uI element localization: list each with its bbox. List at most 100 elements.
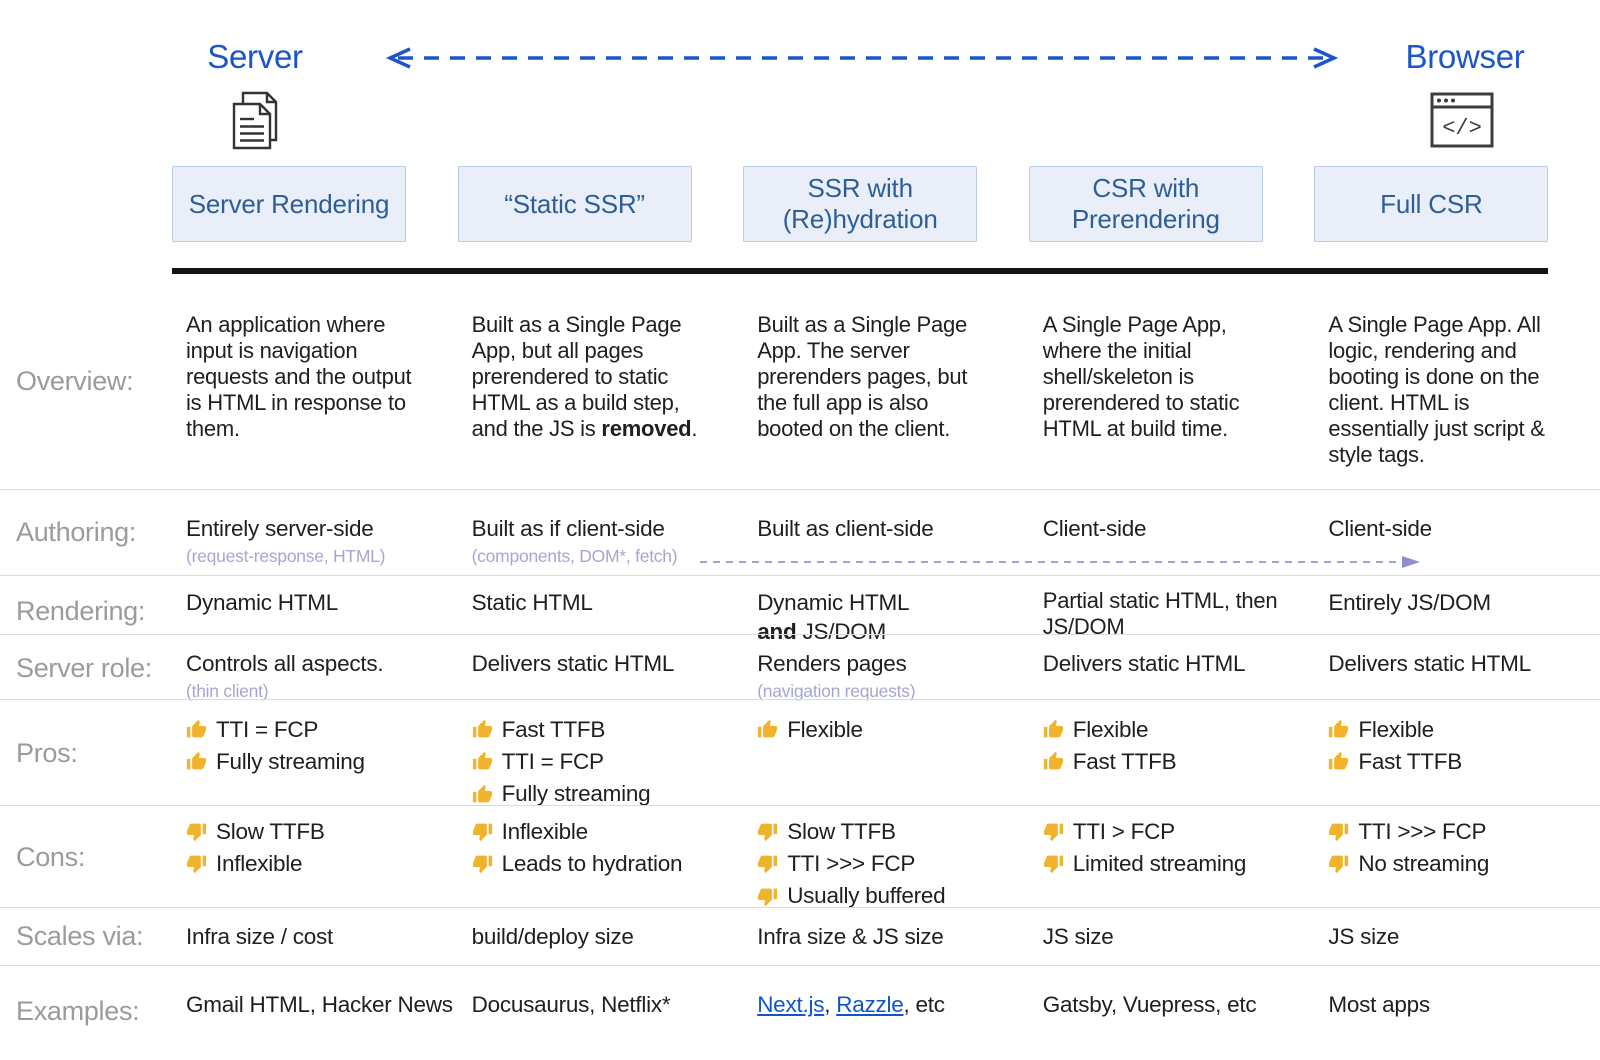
cell-authoring-col3: Built as client-side [743, 490, 1029, 575]
pro-item: Flexible [1043, 716, 1295, 743]
row-label-pros: Pros: [16, 738, 78, 769]
cell-pros-col4: Flexible Fast TTFB [1029, 700, 1315, 808]
con-item: Inflexible [472, 818, 724, 845]
cell-overview-col4: A Single Page App, where the initial she… [1029, 274, 1315, 489]
cell-overview-col3: Built as a Single Page App. The server p… [743, 274, 1029, 489]
cell-subnote: (components, DOM*, fetch) [471, 546, 678, 567]
cell-subnote: (thin client) [186, 681, 269, 702]
column-header-server-rendering: Server Rendering [172, 166, 406, 242]
row-label-authoring: Authoring: [16, 517, 137, 547]
cell-rendering-col5: Entirely JS/DOM [1314, 576, 1600, 647]
example-link[interactable]: Razzle [836, 992, 904, 1017]
row-label-scales: Scales via: [16, 921, 144, 951]
pro-item: TTI = FCP [472, 748, 724, 775]
item-text: TTI = FCP [216, 717, 319, 742]
thumb-up-icon [472, 719, 492, 738]
cell-text: JS size [1328, 924, 1400, 949]
item-text: Fast TTFB [1072, 749, 1177, 775]
cell-text: An application where input is navigation… [186, 312, 412, 442]
item-text: TTI >>> FCP [1358, 819, 1487, 844]
cell-examples-col4: Gatsby, Vuepress, etc [1029, 966, 1315, 1057]
pro-item: TTI = FCP [186, 716, 438, 743]
pro-item: Fully streaming [186, 748, 438, 775]
cell-text: Built as if client-side [471, 516, 665, 541]
thumb-up-icon [472, 784, 492, 802]
column-headers: Server Rendering “Static SSR” SSR with (… [0, 166, 1600, 242]
spacer [0, 166, 172, 242]
con-item: Slow TTFB [757, 818, 1009, 845]
item-text: Fast TTFB [1358, 749, 1462, 775]
con-item: Slow TTFB [186, 818, 438, 845]
cell-rendering-col2: Static HTML [458, 576, 744, 647]
thumb-down-icon [758, 823, 778, 842]
con-item: Inflexible [186, 850, 438, 877]
item-text: Usually buffered [787, 883, 946, 909]
con-item: TTI >>> FCP [1328, 818, 1580, 845]
hero-header: Server Browser [0, 0, 1600, 166]
cell-authoring-col4: Client-side [1029, 490, 1315, 575]
con-item: TTI >>> FCP [757, 850, 1009, 877]
cell-text: Client-side [1328, 516, 1432, 541]
table-row-server-role: Server role: Controls all aspects. (thin c… [0, 634, 1600, 702]
example-link[interactable]: Next.js [757, 992, 825, 1017]
cell-rendering-col1: Dynamic HTML [172, 576, 458, 647]
cell-text: Built as a Single Page App, but all page… [471, 312, 698, 442]
cell-authoring-col1: Entirely server-side (request-response, H… [172, 490, 458, 575]
cell-server-role-col1: Controls all aspects. (thin client) [172, 635, 458, 702]
bold-text: removed [601, 416, 692, 442]
cell-pros-col3: Flexible [743, 700, 1029, 808]
row-label-cons: Cons: [16, 842, 86, 873]
thumb-up-icon [186, 752, 207, 770]
black-divider-bar [172, 268, 1548, 274]
cell-server-role-col5: Delivers static HTML [1314, 635, 1600, 702]
thumb-down-icon [1043, 823, 1063, 842]
cell-text: A Single Page App. All logic, rendering … [1328, 312, 1545, 468]
thumb-down-icon [758, 888, 778, 906]
comparison-table: Overview: An application where input is n… [0, 274, 1600, 1057]
cell-text: Delivers static HTML [1042, 651, 1246, 676]
cell-text: Partial static HTML, then JS/DOM [1042, 588, 1278, 640]
cell-cons-col5: TTI >>> FCP No streaming [1314, 806, 1600, 910]
cell-pros-col5: Flexible Fast TTFB [1314, 700, 1600, 808]
table-row-cons: Cons: Slow TTFB Inflexible Inflexible Leads … [0, 805, 1600, 910]
item-text: TTI >>> FCP [787, 851, 916, 877]
cell-overview-col2: Built as a Single Page App, but all page… [458, 274, 744, 489]
svg-text:</>: </> [1442, 116, 1482, 141]
cell-server-role-col2: Delivers static HTML [458, 635, 744, 702]
cell-authoring-col5: Client-side [1314, 490, 1600, 575]
table-row-examples: Examples: Gmail HTML, Hacker News Docusaur… [0, 965, 1600, 1057]
cell-scales-col3: Infra size & JS size [743, 908, 1029, 965]
row-label-overview: Overview: [16, 366, 134, 396]
table-row-authoring: Authoring: Entirely server-side (request-r… [0, 489, 1600, 575]
cell-text: Gatsby, Vuepress, etc [1042, 992, 1257, 1017]
cell-text: Docusaurus, Netflix* [471, 992, 671, 1017]
document-pages-icon [232, 91, 278, 150]
cell-scales-col4: JS size [1029, 908, 1315, 965]
cell-text: and JS/DOM [757, 619, 886, 645]
browser-label: Browser [1405, 38, 1525, 75]
cell-text: Renders pages [757, 651, 907, 676]
thumb-down-icon [758, 855, 778, 874]
cell-server-role-col4: Delivers static HTML [1029, 635, 1315, 702]
item-text: Fully streaming [501, 781, 651, 807]
cell-text: Static HTML [471, 590, 593, 615]
table-row-rendering: Rendering: Dynamic HTML Static HTML Dynamic… [0, 575, 1600, 644]
pro-item: Fast TTFB [1043, 748, 1295, 775]
item-text: TTI = FCP [501, 749, 604, 775]
bold-text: and [757, 619, 797, 645]
table-row-overview: Overview: An application where input is n… [0, 274, 1600, 489]
cell-examples-col1: Gmail HTML, Hacker News [172, 966, 458, 1057]
thumb-down-icon [186, 855, 207, 874]
cell-text: Most apps [1328, 992, 1430, 1017]
table-row-pros: Pros: TTI = FCP Fully streaming Fast TTFB TT… [0, 699, 1600, 808]
thumb-up-icon [758, 719, 778, 738]
column-header-static-ssr: “Static SSR” [457, 166, 692, 242]
pro-item: Fast TTFB [1328, 748, 1580, 775]
thumb-up-icon [1043, 752, 1063, 770]
con-item: No streaming [1328, 850, 1580, 877]
cell-text: Delivers static HTML [471, 651, 675, 676]
cell-cons-col2: Inflexible Leads to hydration [458, 806, 744, 910]
pro-item: Fully streaming [472, 780, 724, 807]
cell-text: JS size [1042, 924, 1114, 949]
